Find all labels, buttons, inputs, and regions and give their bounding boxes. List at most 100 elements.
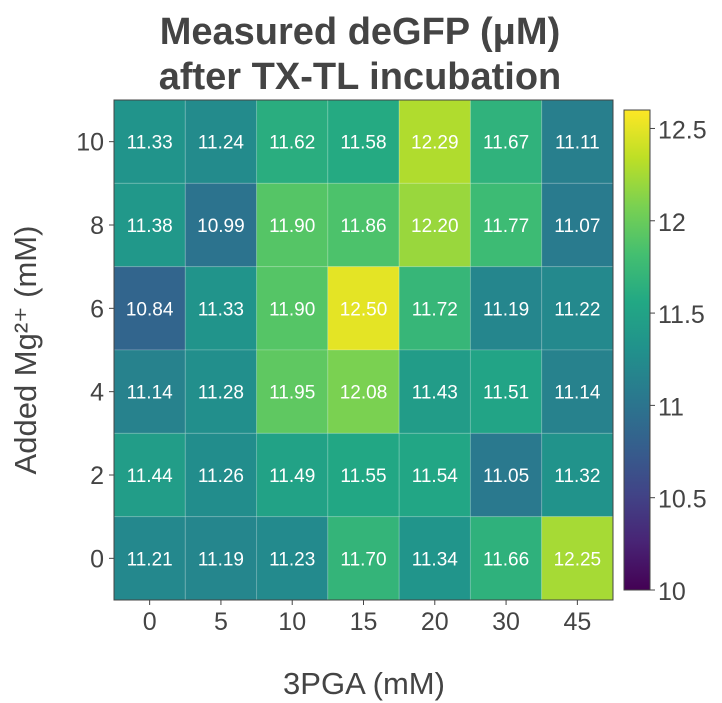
heatmap-cell [256, 432, 329, 518]
heatmap-cell [398, 266, 471, 351]
cell-value-label: 11.58 [340, 133, 386, 154]
chart-title-line2: after TX-TL incubation [159, 56, 562, 98]
colorbar-ticks: 10 10.5 11 11.5 12 12.5 [650, 116, 707, 606]
cell-value-label: 11.34 [412, 549, 459, 570]
y-tick-label: 2 [90, 462, 104, 490]
heatmap-cell [398, 182, 471, 268]
x-axis-label: 3PGA (mM) [283, 666, 445, 701]
y-tick-label: 4 [90, 379, 104, 407]
heatmap-cell [113, 516, 186, 601]
cell-value-label: 11.14 [127, 383, 174, 404]
cell-value-label: 11.33 [198, 299, 244, 320]
cell-value-label: 12.29 [411, 133, 459, 154]
cell-value-label: 11.14 [554, 383, 601, 404]
heatmap-cell [256, 266, 329, 351]
colorbar-tick-label: 12 [658, 209, 686, 237]
heatmap-cell [113, 99, 186, 184]
cell-value-label: 11.33 [127, 133, 173, 154]
cell-value-label: 11.21 [127, 549, 173, 570]
heatmap-cell [469, 266, 543, 351]
cell-value-label: 11.44 [127, 466, 174, 487]
cell-value-label: 11.28 [198, 383, 244, 404]
heatmap-cell [113, 349, 186, 434]
cell-value-label: 11.72 [412, 299, 458, 320]
cell-value-label: 11.62 [269, 133, 315, 154]
colorbar-tick-label: 12.5 [658, 116, 707, 144]
heatmap-cell [184, 349, 258, 434]
heatmap-cell [184, 516, 258, 601]
heatmap-cell [541, 432, 614, 518]
cell-value-label: 11.55 [340, 466, 386, 487]
colorbar-tick-label: 10 [658, 578, 686, 606]
plot-frame [113, 99, 614, 601]
cell-value-label: 11.67 [483, 133, 529, 154]
cell-value-label: 12.50 [340, 299, 388, 320]
cell-value-label: 11.26 [198, 466, 244, 487]
cell-value-label: 12.20 [411, 216, 459, 237]
heatmap-cell [398, 516, 471, 601]
heatmap-cell [541, 266, 614, 351]
cell-value-label: 11.22 [554, 299, 600, 320]
y-tick-label: 0 [90, 545, 104, 573]
heatmap-cell [327, 516, 400, 601]
cell-value-label: 11.19 [198, 549, 244, 570]
x-tick-label: 0 [143, 608, 157, 636]
y-tick-label: 8 [90, 212, 104, 240]
y-tick-label: 6 [90, 295, 104, 323]
heatmap-cell [184, 99, 258, 184]
cell-value-label: 11.86 [340, 216, 386, 237]
cell-value-label: 11.95 [269, 383, 315, 404]
cell-value-label: 11.05 [483, 466, 529, 487]
colorbar [623, 109, 651, 591]
cell-value-label: 11.38 [127, 216, 173, 237]
heatmap-cells: 11.33 11.24 11.62 11.58 12.29 11.67 11.11 11.38… [113, 99, 614, 601]
cell-value-label: 11.24 [198, 133, 245, 154]
x-tick-label: 5 [214, 608, 228, 636]
cell-value-label: 12.25 [554, 549, 602, 570]
cell-value-label: 11.19 [483, 299, 529, 320]
x-tick-label: 10 [278, 608, 306, 636]
heatmap-cell [327, 266, 400, 351]
colorbar-tick-label: 11.5 [658, 301, 705, 329]
cell-value-label: 10.99 [197, 216, 245, 237]
chart-title-line1: Measured deGFP (μM) [160, 11, 561, 53]
y-tick-label: 10 [76, 129, 104, 157]
cell-value-label: 11.77 [483, 216, 529, 237]
x-tick-label: 45 [563, 608, 591, 636]
cell-value-label: 11.43 [412, 383, 458, 404]
cell-value-label: 11.23 [269, 549, 315, 570]
x-tick-label: 20 [421, 608, 449, 636]
heatmap-cell [327, 99, 400, 184]
cell-value-label: 11.07 [554, 216, 600, 237]
heatmap-cell [113, 432, 186, 518]
heatmap-cell [184, 266, 258, 351]
cell-value-label: 11.66 [483, 549, 529, 570]
heatmap-cell [256, 516, 329, 601]
cell-value-label: 11.32 [554, 466, 600, 487]
x-tick-label: 30 [492, 608, 520, 636]
heatmap-cell [256, 182, 329, 268]
cell-value-label: 10.84 [126, 299, 174, 320]
heatmap-cell [113, 266, 186, 351]
colorbar-tick-label: 11 [658, 393, 684, 421]
heatmap-cell [398, 99, 471, 184]
heatmap-cell [541, 182, 614, 268]
x-axis-ticks: 0 5 10 15 20 30 45 [143, 600, 591, 636]
heatmap-cell [469, 349, 543, 434]
x-tick-label: 15 [350, 608, 378, 636]
heatmap-cell [327, 349, 400, 434]
cell-value-label: 11.49 [269, 466, 315, 487]
cell-value-label: 11.51 [483, 383, 529, 404]
cell-value-label: 11.90 [269, 299, 315, 320]
colorbar-tick-label: 10.5 [658, 486, 707, 514]
heatmap-cell [469, 99, 543, 184]
cell-value-label: 12.08 [340, 383, 388, 404]
cell-value-label: 11.90 [269, 216, 315, 237]
cell-value-label: 11.11 [555, 133, 600, 154]
heatmap-cell [541, 349, 614, 434]
y-axis-label: Added Mg²⁺ (mM) [8, 226, 43, 475]
heatmap-cell [469, 182, 543, 268]
cell-value-label: 11.54 [412, 466, 459, 487]
cell-value-label: 11.70 [340, 549, 386, 570]
